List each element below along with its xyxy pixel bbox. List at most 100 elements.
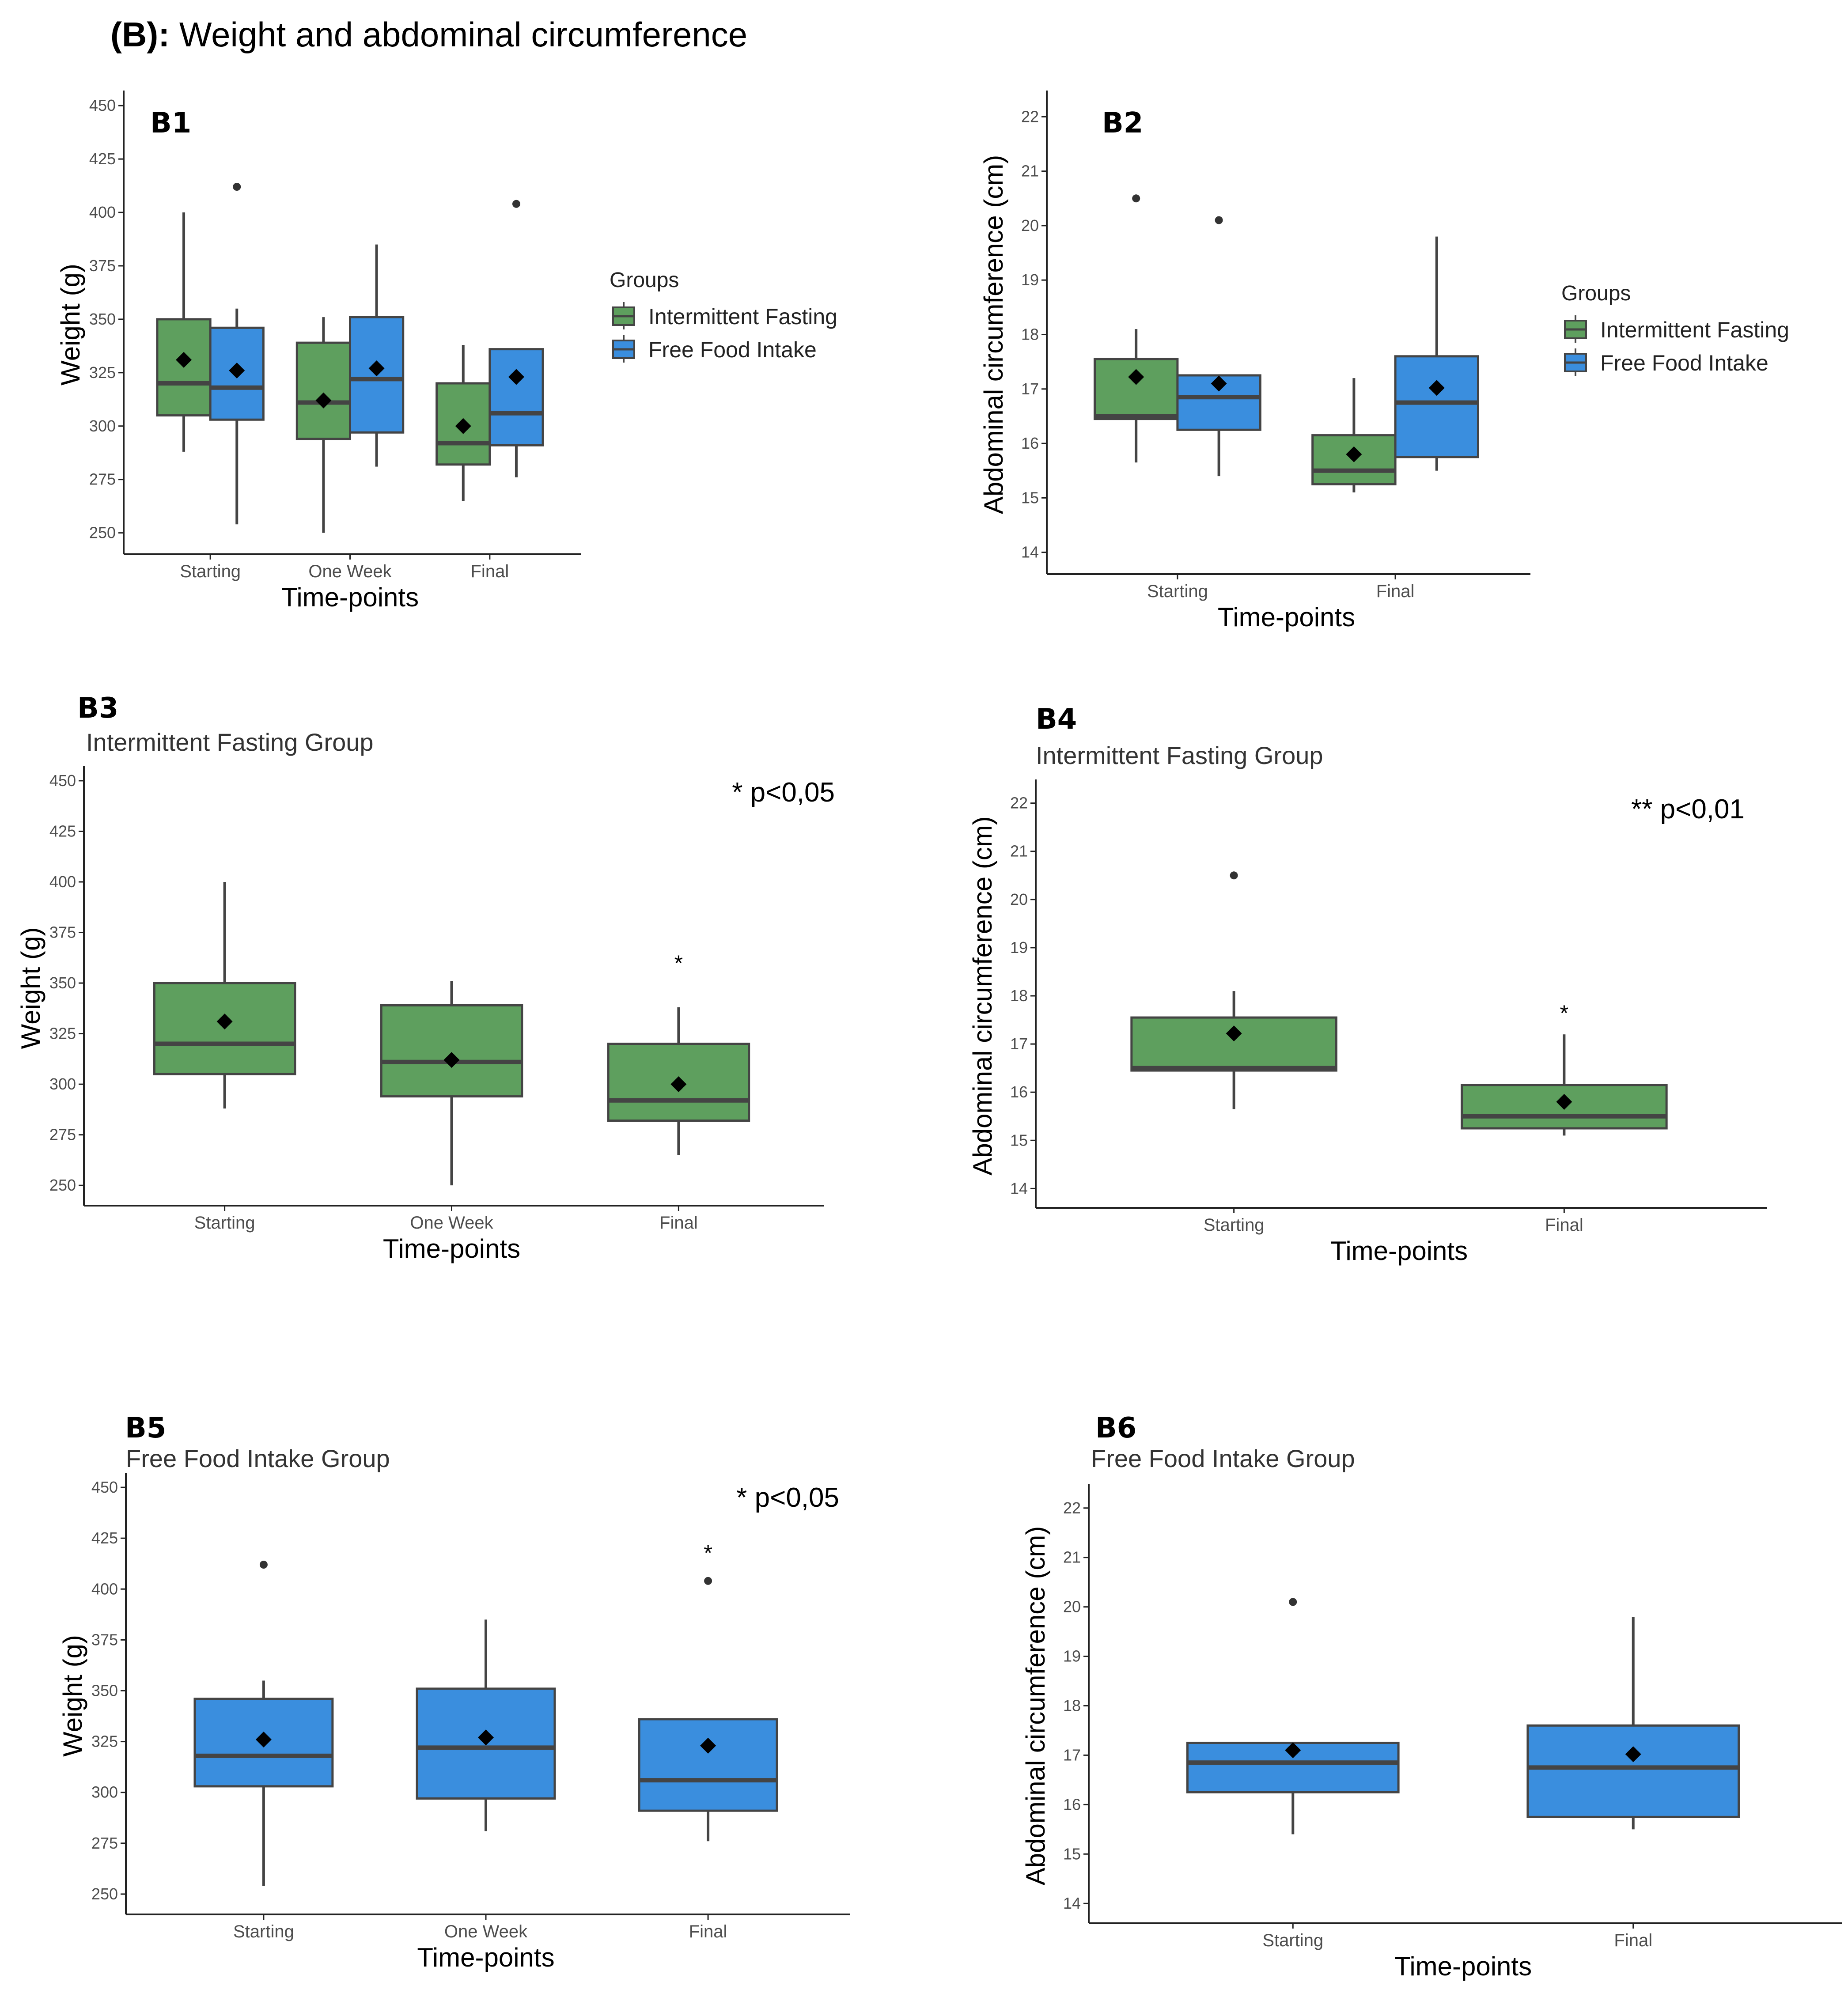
- outlier-point: [233, 183, 241, 191]
- box-if-final: [435, 344, 491, 501]
- y-tick-label: 14: [1021, 543, 1039, 561]
- box-body: [1130, 1016, 1337, 1072]
- mean-diamond: [255, 1732, 272, 1747]
- y-tick-label: 16: [1063, 1795, 1081, 1813]
- box-ffi-starting: [193, 1561, 334, 1886]
- x-axis-label: Time-points: [1394, 1952, 1532, 1981]
- y-tick-label: 22: [1010, 794, 1028, 812]
- box-if-final: [1461, 1034, 1668, 1136]
- legend: Groups Intermittent Fasting Free Food Inta…: [1561, 282, 1789, 376]
- panel-b1: B1 250 275 300 325 350 375 400 425 450 Starting One…: [56, 91, 837, 612]
- y-tick-label: 14: [1063, 1894, 1081, 1912]
- x-tick-label: Final: [1614, 1931, 1652, 1950]
- y-tick-label: 300: [91, 1783, 118, 1801]
- y-tick-label: 375: [89, 257, 116, 275]
- box-if-one-week: [295, 317, 351, 533]
- x-tick-label: One Week: [410, 1213, 493, 1233]
- y-tick-label: 250: [49, 1176, 76, 1194]
- y-tick-label: 15: [1010, 1131, 1028, 1149]
- box-ffi-final: [1526, 1617, 1740, 1830]
- y-tick-label: 350: [49, 974, 76, 992]
- mean-diamond: [1346, 446, 1362, 462]
- outlier-point: [259, 1561, 268, 1569]
- y-tick-label: 425: [91, 1529, 118, 1547]
- y-tick-label: 325: [91, 1732, 118, 1751]
- mean-diamond: [229, 363, 245, 378]
- legend-title: Groups: [610, 269, 679, 292]
- box-ffi-starting: [209, 183, 265, 525]
- panel-b3: B3 Intermittent Fasting Group 250 275 300 325…: [16, 692, 835, 1263]
- y-tick-label: 17: [1010, 1035, 1028, 1053]
- y-tick-label: 450: [91, 1478, 118, 1496]
- y-tick-label: 425: [89, 150, 116, 168]
- y-tick-label: 400: [91, 1580, 118, 1598]
- legend-item-label: Free Food Intake: [648, 337, 817, 362]
- x-tick-label: Starting: [1147, 582, 1208, 601]
- y-tick-label: 16: [1010, 1083, 1028, 1101]
- mean-diamond: [315, 392, 332, 408]
- x-axis-label: Time-points: [417, 1943, 554, 1972]
- y-tick-label: 15: [1063, 1845, 1081, 1863]
- figure-title: (B): Weight and abdominal circumference: [110, 15, 747, 54]
- box-if-starting: [1130, 871, 1337, 1109]
- panel-label: B1: [150, 107, 191, 140]
- figure-title-prefix: (B):: [110, 15, 170, 54]
- panel-label: B3: [77, 692, 118, 725]
- y-tick-label: 375: [49, 923, 76, 942]
- legend-item-label: Free Food Intake: [1600, 351, 1768, 375]
- y-tick-label: 22: [1021, 107, 1039, 125]
- box-body: [1094, 358, 1179, 420]
- y-axis-label: Weight (g): [58, 1635, 87, 1757]
- box-body: [1394, 355, 1479, 458]
- x-tick-label: Starting: [194, 1213, 255, 1233]
- significance-star: *: [704, 1540, 712, 1565]
- y-axis-label: Abdominal circumference (cm): [968, 816, 997, 1176]
- x-tick-label: Starting: [233, 1922, 294, 1941]
- y-tick-label: 19: [1063, 1647, 1081, 1665]
- panel-subtitle: Intermittent Fasting Group: [86, 728, 374, 756]
- panel-b4: B4 Intermittent Fasting Group 14 15 16 17 18 19…: [968, 703, 1767, 1266]
- mean-diamond: [443, 1052, 460, 1068]
- legend-title: Groups: [1561, 282, 1631, 305]
- y-axis-label: Abdominal circumference (cm): [1021, 1526, 1050, 1886]
- y-tick-label: 16: [1021, 434, 1039, 452]
- significance-label: * p<0,05: [732, 777, 835, 808]
- x-tick-label: Starting: [180, 562, 241, 581]
- box-if-final: [1311, 378, 1397, 493]
- outlier-point: [1215, 216, 1223, 224]
- y-tick-label: 375: [91, 1630, 118, 1649]
- y-tick-label: 15: [1021, 488, 1039, 507]
- mean-diamond: [1226, 1025, 1242, 1042]
- significance-star: *: [1560, 1001, 1568, 1025]
- mean-diamond: [670, 1076, 687, 1093]
- mean-diamond: [1285, 1742, 1301, 1759]
- x-tick-label: Final: [1545, 1215, 1583, 1235]
- box-ffi-final: [489, 200, 544, 477]
- outlier-point: [1230, 871, 1238, 880]
- x-axis-label: Time-points: [383, 1234, 520, 1263]
- y-tick-label: 20: [1010, 890, 1028, 908]
- y-tick-label: 450: [49, 772, 76, 790]
- y-tick-label: 450: [89, 96, 116, 114]
- panel-label: B5: [125, 1412, 166, 1445]
- box-if-one-week: [380, 981, 523, 1186]
- panel-subtitle: Free Food Intake Group: [1091, 1445, 1355, 1472]
- panel-subtitle: Intermittent Fasting Group: [1036, 741, 1323, 769]
- box-ffi-starting: [1186, 1598, 1400, 1834]
- mean-diamond: [1211, 375, 1227, 392]
- mean-diamond: [455, 418, 471, 434]
- y-tick-label: 350: [91, 1681, 118, 1699]
- x-tick-label: Final: [659, 1213, 698, 1233]
- x-axis-label: Time-points: [1330, 1236, 1468, 1266]
- outlier-point: [1289, 1598, 1297, 1606]
- x-axis-label: Time-points: [281, 582, 419, 612]
- y-tick-label: 400: [49, 873, 76, 891]
- figure-title-text: Weight and abdominal circumference: [170, 15, 747, 54]
- x-tick-label: One Week: [444, 1922, 528, 1941]
- box-if-starting: [1094, 194, 1179, 463]
- box-body: [380, 1004, 523, 1098]
- box-if-starting: [156, 212, 212, 452]
- box-if-final: [607, 1007, 750, 1155]
